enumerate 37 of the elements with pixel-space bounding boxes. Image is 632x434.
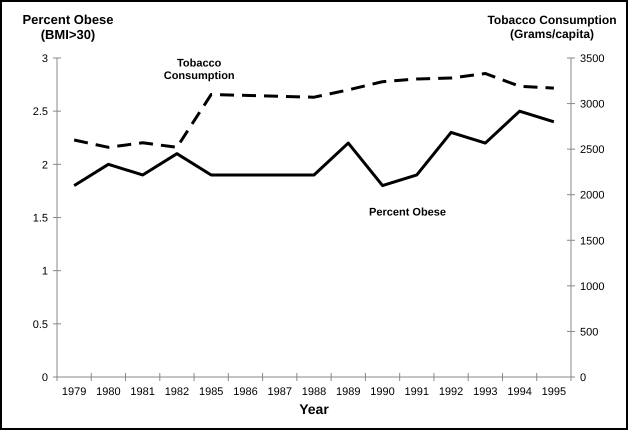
y2-tick-label: 3500 [580, 53, 604, 65]
x-tick-label: 1992 [438, 386, 464, 398]
y2-tick-label: 2000 [580, 190, 604, 202]
y2-tick-label: 1000 [580, 280, 604, 293]
y-tick-label: 1 [42, 266, 48, 278]
x-tick-label: 1991 [404, 386, 430, 398]
x-tick-label: 1982 [164, 386, 190, 398]
y2-tick-label: 1500 [580, 235, 604, 248]
x-tick-label: 1993 [473, 386, 498, 398]
y-tick-label: 2 [42, 159, 48, 172]
x-tick-label: 1980 [96, 386, 121, 398]
y-tick-label: 3 [42, 53, 48, 65]
y-tick-label: 0.5 [32, 318, 48, 331]
x-tick-label: 1988 [302, 386, 326, 398]
x-tick-label: 1981 [130, 386, 155, 398]
y2-tick-label: 500 [580, 326, 598, 338]
series-label: Tobacco Consumption [164, 57, 235, 82]
x-tick-label: 1986 [233, 386, 258, 398]
x-axis-title: Year [299, 401, 330, 417]
y2-tick-label: 2500 [580, 144, 604, 156]
text: Percent Obese [369, 206, 446, 219]
y2-axis-title: Tobacco Consumption (Grams/capita) [487, 13, 617, 41]
y-tick-label: 0 [42, 372, 48, 384]
y-axis-title: Percent Obese (BMI>30) [22, 12, 114, 42]
y-tick-label: 1.5 [32, 212, 48, 224]
line-series [72, 72, 556, 149]
x-tick-label: 1990 [370, 386, 395, 398]
x-tick-label: 1987 [267, 386, 292, 398]
x-tick-label: 1989 [336, 386, 361, 398]
x-tick-label: 1995 [542, 386, 566, 398]
x-tick-label: 1979 [62, 386, 86, 398]
x-tick-label: 1985 [198, 386, 224, 398]
y-tick-label: 2.5 [32, 106, 48, 118]
y2-tick-label: 3000 [580, 98, 604, 111]
x-tick-label: 1994 [507, 386, 532, 398]
line-series [72, 110, 556, 188]
y2-tick-label: 0 [580, 372, 586, 384]
